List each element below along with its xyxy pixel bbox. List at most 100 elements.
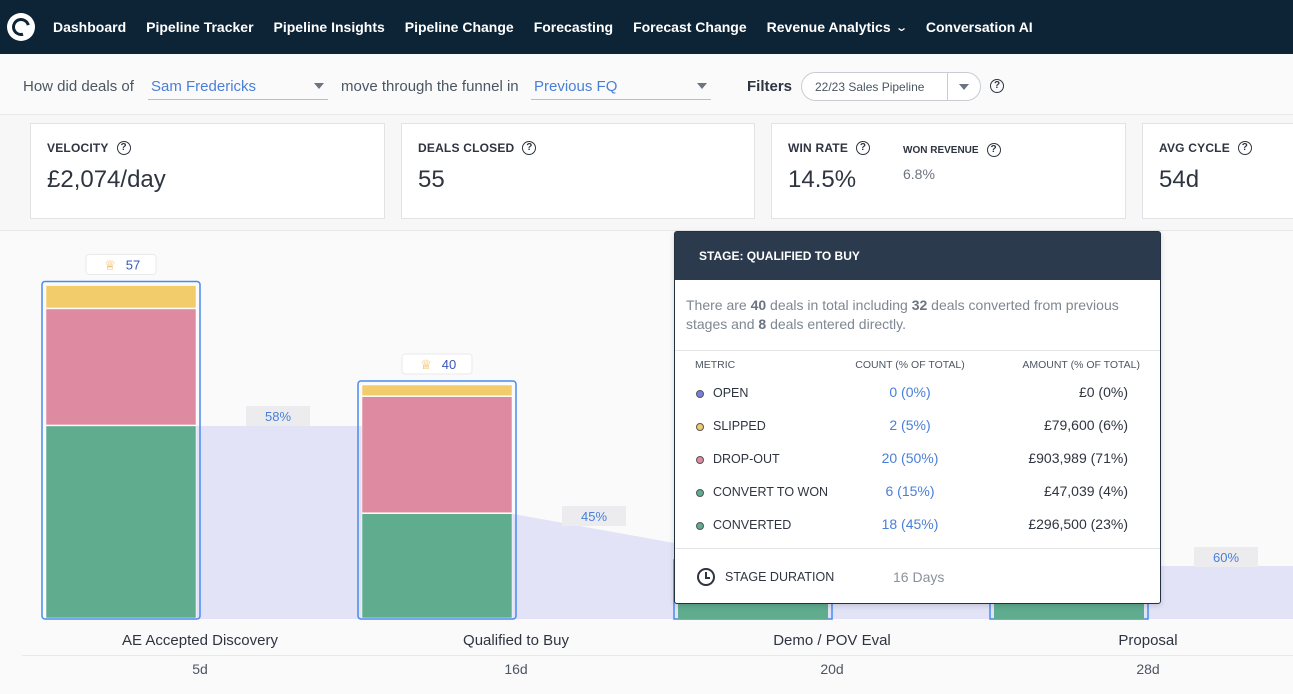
nav-revenue-analytics-label: Revenue Analytics: [766, 19, 891, 35]
owner-select-value: Sam Fredericks: [151, 78, 257, 95]
row-amount: £0 (0%): [1078, 384, 1128, 400]
help-icon[interactable]: ?: [856, 141, 871, 155]
bar-segment-converted: [361, 513, 513, 619]
nav-pipeline-change[interactable]: Pipeline Change: [404, 19, 514, 35]
win-rate-label-row: WIN RATE?: [788, 141, 871, 155]
divider: [947, 73, 948, 100]
clock-icon: [697, 568, 715, 586]
help-icon[interactable]: ?: [990, 79, 1004, 93]
legend-dot: [696, 522, 704, 530]
bar-segment-slipped: [361, 384, 513, 396]
filter-middle-text: move through the funnel in: [341, 78, 519, 95]
stage-duration-demo-pov-eval: 20d: [820, 661, 844, 677]
dropdown-arrow-icon: [697, 83, 707, 89]
nav-pipeline-insights[interactable]: Pipeline Insights: [273, 19, 385, 35]
conversion-flow-band: [196, 425, 362, 619]
row-count[interactable]: 0 (0%): [889, 384, 931, 400]
tooltip-total-deals: 40: [750, 297, 767, 313]
stage-duration-value: 16 Days: [893, 569, 945, 585]
deals-closed-card: DEALS CLOSED? 55: [401, 123, 755, 219]
chevron-down-icon: ⌄: [894, 21, 908, 34]
tooltip-title: STAGE: QUALIFIED TO BUY: [675, 232, 1160, 280]
row-count[interactable]: 18 (45%): [881, 516, 939, 532]
bar-segment-converted: [45, 425, 197, 619]
avg-cycle-label: AVG CYCLE: [1159, 141, 1230, 155]
tooltip-row-converted: CONVERTED 18 (45%) £296,500 (23%): [675, 510, 1160, 543]
stage-name-qualified-to-buy: Qualified to Buy: [463, 632, 569, 649]
row-count[interactable]: 6 (15%): [885, 483, 935, 499]
won-revenue-value: 6.8%: [903, 166, 935, 182]
deals-closed-value: 55: [418, 166, 445, 193]
conversion-rate-badge: [562, 506, 626, 526]
tooltip-desc-part: There are: [686, 297, 751, 313]
stage-name-demo-pov-eval: Demo / POV Eval: [773, 632, 891, 649]
stage-total-badge: [85, 254, 157, 276]
help-icon[interactable]: ?: [116, 141, 131, 155]
help-icon[interactable]: ?: [1237, 141, 1252, 155]
avg-cycle-value: 54d: [1159, 166, 1200, 193]
conversion-rate-label: 45%: [581, 509, 607, 524]
tooltip-row-drop-out: DROP-OUT 20 (50%) £903,989 (71%): [675, 444, 1160, 477]
tooltip-row-open: OPEN 0 (0%) £0 (0%): [675, 378, 1160, 411]
velocity-label-row: VELOCITY?: [47, 141, 131, 155]
tooltip-entered-deals: 8: [758, 316, 767, 332]
period-select[interactable]: Previous FQ: [531, 74, 711, 100]
avg-cycle-card: AVG CYCLE? 54d: [1142, 123, 1293, 219]
nav-forecasting[interactable]: Forecasting: [533, 19, 614, 35]
owner-select[interactable]: Sam Fredericks: [148, 74, 328, 100]
help-icon[interactable]: ?: [986, 143, 1001, 157]
row-count[interactable]: 20 (50%): [881, 450, 939, 466]
conversion-rate-badge: [246, 406, 310, 426]
stage-duration-proposal: 28d: [1136, 661, 1160, 677]
divider: [22, 655, 1293, 656]
nav-pipeline-tracker[interactable]: Pipeline Tracker: [146, 19, 254, 35]
row-metric: CONVERT TO WON: [713, 485, 829, 499]
conversion-flow-band: [1144, 566, 1293, 619]
period-select-value: Previous FQ: [534, 78, 618, 95]
row-count[interactable]: 2 (5%): [889, 417, 931, 433]
filter-bar: How did deals of Sam Fredericks move thr…: [0, 54, 1293, 114]
nav-conversation-ai[interactable]: Conversation AI: [925, 19, 1033, 35]
win-rate-value: 14.5%: [788, 166, 857, 193]
tooltip-row-convert-to-won: CONVERT TO WON 6 (15%) £47,039 (4%): [675, 477, 1160, 510]
stage-total-label: 40: [442, 357, 456, 372]
stage-bar-outline-qualified-to-buy: [357, 380, 517, 620]
pipeline-filter-value: 22/23 Sales Pipeline: [815, 80, 925, 94]
stage-name-ae-accepted-discovery: AE Accepted Discovery: [122, 632, 278, 649]
bar-segment-drop-out: [45, 308, 197, 426]
app-logo[interactable]: [7, 13, 35, 41]
stage-name-proposal: Proposal: [1118, 632, 1178, 649]
help-icon[interactable]: ?: [522, 141, 537, 155]
deals-closed-label-row: DEALS CLOSED?: [418, 141, 537, 155]
velocity-label: VELOCITY: [47, 141, 109, 155]
row-metric: DROP-OUT: [713, 452, 780, 466]
row-amount: £79,600 (6%): [1043, 417, 1128, 433]
avg-cycle-label-row: AVG CYCLE?: [1159, 141, 1252, 155]
nav-revenue-analytics[interactable]: Revenue Analytics ⌄: [766, 19, 908, 35]
bar-segment-drop-out: [361, 396, 513, 513]
dropdown-arrow-icon: [314, 83, 324, 89]
row-amount: £47,039 (4%): [1043, 483, 1128, 499]
dropdown-arrow-icon[interactable]: [959, 84, 969, 90]
won-revenue-label-row: WON REVENUE?: [903, 143, 1001, 157]
filters-label: Filters: [747, 78, 793, 95]
stage-duration-ae-accepted-discovery: 5d: [192, 661, 208, 677]
col-header-metric: METRIC: [695, 359, 736, 371]
won-revenue-label: WON REVENUE: [903, 144, 979, 156]
row-amount: £903,989 (71%): [1028, 450, 1128, 466]
nav-forecast-change[interactable]: Forecast Change: [633, 19, 747, 35]
stage-tooltip: STAGE: QUALIFIED TO BUY There are 40 dea…: [674, 231, 1161, 604]
conversion-flow-band: [512, 513, 678, 619]
legend-dot: [696, 489, 704, 497]
pipeline-filter-select[interactable]: 22/23 Sales Pipeline: [801, 72, 981, 101]
tooltip-description: There are 40 deals in total including 32…: [686, 296, 1156, 334]
nav-dashboard[interactable]: Dashboard: [53, 19, 127, 35]
velocity-value: £2,074/day: [47, 166, 166, 193]
stage-duration-label: STAGE DURATION: [725, 570, 835, 584]
row-amount: £296,500 (23%): [1028, 516, 1128, 532]
col-header-count: COUNT (% OF TOTAL): [855, 359, 965, 371]
stage-duration-qualified-to-buy: 16d: [504, 661, 528, 677]
tooltip-desc-part: deals converted from previous stages and: [686, 297, 1119, 332]
divider: [675, 350, 1160, 351]
row-metric: OPEN: [713, 386, 749, 400]
